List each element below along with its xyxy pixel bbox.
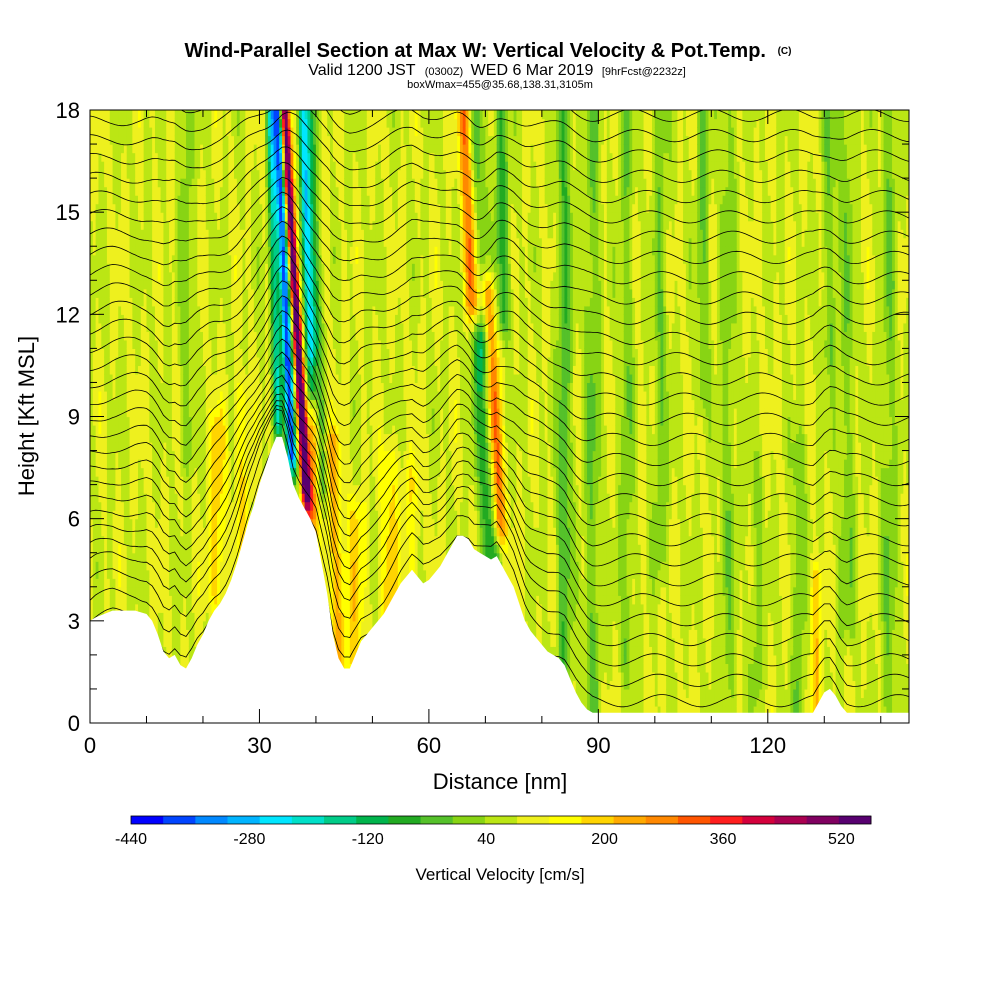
- subtitle-date: WED 6 Mar 2019: [471, 62, 594, 79]
- subtitle-valid: Valid 1200 JST: [308, 62, 416, 79]
- chart-title-suffix: (C): [778, 46, 792, 57]
- subtitle-utc: (0300Z): [425, 66, 464, 78]
- chart-subtitle: Valid 1200 JST (0300Z) WED 6 Mar 2019 [9…: [308, 62, 686, 79]
- chart-box-info: boxWmax=455@35.68,138.31,3105m: [407, 79, 593, 91]
- subtitle-forecast: [9hrFcst@2232z]: [602, 66, 686, 78]
- chart-title-main: Wind-Parallel Section at Max W: Vertical…: [185, 40, 766, 62]
- chart-title: Wind-Parallel Section at Max W: Vertical…: [185, 40, 792, 62]
